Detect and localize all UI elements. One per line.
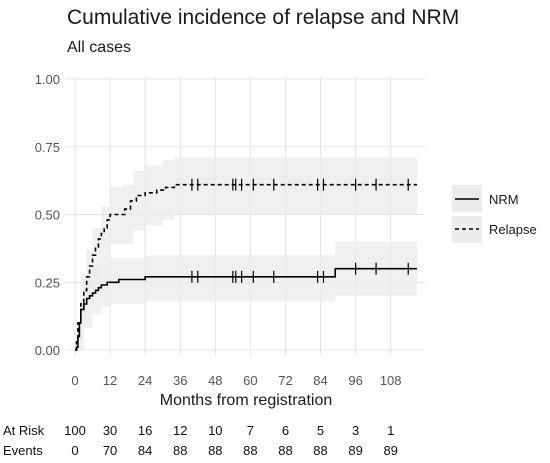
y-tick-label: 0.75 xyxy=(35,140,60,155)
events-value: 84 xyxy=(138,443,152,458)
events-value: 88 xyxy=(173,443,187,458)
events-value: 88 xyxy=(278,443,292,458)
nrm-confidence-band xyxy=(75,241,417,350)
x-tick-label: 0 xyxy=(71,373,78,388)
relapse-confidence-band xyxy=(75,157,417,350)
x-tick-label: 60 xyxy=(243,373,257,388)
x-tick-label: 12 xyxy=(103,373,117,388)
at-risk-value: 6 xyxy=(282,423,289,438)
chart-title: Cumulative incidence of relapse and NRM xyxy=(67,6,459,29)
at-risk-value: 5 xyxy=(317,423,324,438)
relapse-line xyxy=(75,183,417,351)
at-risk-value: 3 xyxy=(352,423,359,438)
events-value: 88 xyxy=(208,443,222,458)
at-risk-value: 100 xyxy=(64,423,86,438)
censor-marks xyxy=(191,178,409,283)
risk-table-label-at-risk: At Risk xyxy=(3,423,45,438)
y-tick-label: 0.50 xyxy=(35,208,60,223)
x-axis-label: Months from registration xyxy=(160,392,333,409)
x-tick-label: 48 xyxy=(208,373,222,388)
legend-label-nrm: NRM xyxy=(489,192,519,207)
at-risk-value: 12 xyxy=(173,423,187,438)
legend-label-relapse: Relapse xyxy=(489,222,537,237)
x-tick-label: 36 xyxy=(173,373,187,388)
x-tick-label: 108 xyxy=(380,373,402,388)
events-value: 88 xyxy=(313,443,327,458)
at-risk-value: 30 xyxy=(103,423,117,438)
legend: NRM Relapse xyxy=(452,185,537,243)
x-tick-label: 96 xyxy=(348,373,362,388)
y-tick-label: 1.00 xyxy=(35,72,60,87)
x-tick-label: 24 xyxy=(138,373,152,388)
risk-table: At Risk Events 100 0 30 70 16 84 12 88 10 88 7 88 6 8… xyxy=(3,423,398,458)
x-tick-labels: 0 12 24 36 48 60 72 84 96 108 xyxy=(71,373,401,388)
events-value: 70 xyxy=(103,443,117,458)
events-value: 89 xyxy=(383,443,397,458)
at-risk-value: 7 xyxy=(247,423,254,438)
y-tick-labels: 0.00 0.25 0.50 0.75 1.00 xyxy=(35,72,60,358)
x-tick-label: 72 xyxy=(278,373,292,388)
chart-subtitle: All cases xyxy=(67,39,131,56)
y-tick-label: 0.25 xyxy=(35,275,60,290)
at-risk-value: 16 xyxy=(138,423,152,438)
risk-table-values: 100 0 30 70 16 84 12 88 10 88 7 88 6 88 5 88 3 89 1 89 xyxy=(64,423,398,458)
events-value: 89 xyxy=(348,443,362,458)
series-lines xyxy=(75,183,417,351)
nrm-line xyxy=(75,267,417,351)
events-value: 0 xyxy=(71,443,78,458)
at-risk-value: 10 xyxy=(208,423,222,438)
grid xyxy=(65,77,425,356)
events-value: 88 xyxy=(243,443,257,458)
at-risk-value: 1 xyxy=(387,423,394,438)
confidence-bands xyxy=(75,157,417,350)
y-tick-label: 0.00 xyxy=(35,343,60,358)
x-tick-label: 84 xyxy=(313,373,327,388)
risk-table-label-events: Events xyxy=(3,443,43,458)
